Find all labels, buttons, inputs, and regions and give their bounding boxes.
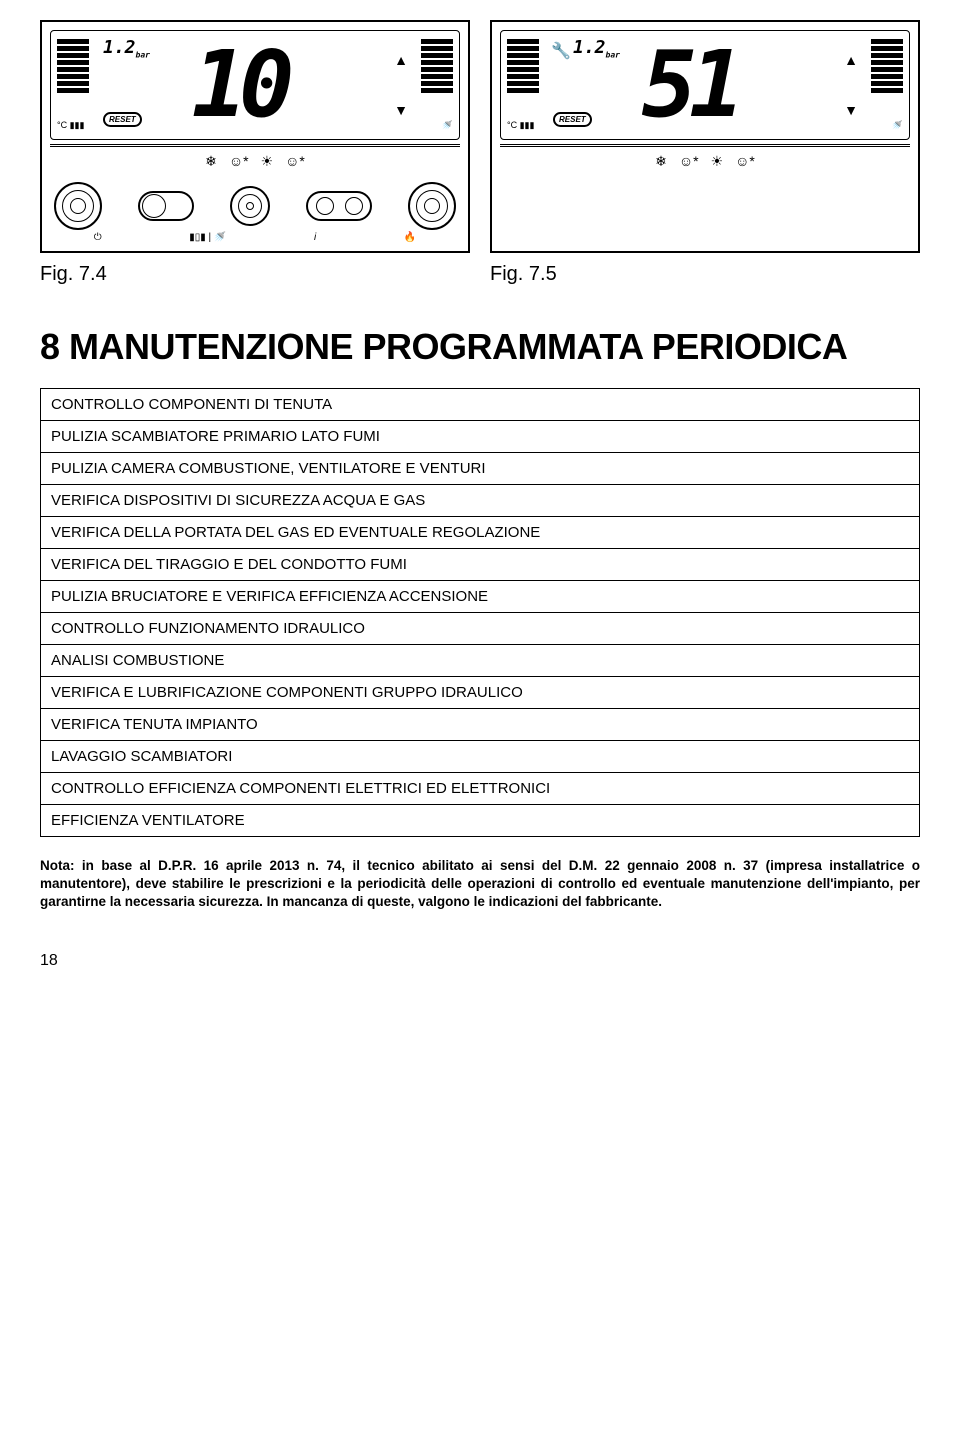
arrow-indicators: ▲▼ bbox=[837, 35, 865, 135]
lcd-panel-right: °C ▮▮▮ 🔧 1.2bar RESET 51 ▲▼ 🚿 bbox=[500, 30, 910, 140]
snowflake-icon: ❄ bbox=[205, 153, 217, 170]
mode-icons-row: ❄ ☺* ☀ ☺* bbox=[50, 149, 460, 174]
flame-icon: 🔥 bbox=[404, 232, 416, 243]
footnote: Nota: in base al D.P.R. 16 aprile 2013 n… bbox=[40, 857, 920, 912]
dhw-bargraph: 🚿 bbox=[869, 35, 905, 135]
arrow-indicators: ▲▼ bbox=[387, 35, 415, 135]
radiator-icon: ▮▯▮ | 🚿 bbox=[189, 232, 226, 243]
control-labels: ⏻ ▮▯▮ | 🚿 i 🔥 bbox=[50, 230, 460, 243]
table-row: CONTROLLO EFFICIENZA COMPONENTI ELETTRIC… bbox=[41, 773, 920, 805]
table-row: EFFICIENZA VENTILATORE bbox=[41, 805, 920, 837]
heating-knob[interactable] bbox=[54, 182, 102, 230]
maintenance-item: VERIFICA DISPOSITIVI DI SICUREZZA ACQUA … bbox=[41, 485, 920, 517]
lcd-center: 1.2bar RESET 10 bbox=[95, 35, 383, 135]
section-title: 8 MANUTENZIONE PROGRAMMATA PERIODICA bbox=[40, 326, 920, 368]
snowflake-icon: ❄ bbox=[655, 153, 667, 170]
maintenance-item: LAVAGGIO SCAMBIATORI bbox=[41, 741, 920, 773]
table-row: VERIFICA DISPOSITIVI DI SICUREZZA ACQUA … bbox=[41, 485, 920, 517]
caption-7-4: Fig. 7.4 bbox=[40, 263, 470, 286]
maintenance-item: PULIZIA CAMERA COMBUSTIONE, VENTILATORE … bbox=[41, 453, 920, 485]
mode-knob[interactable] bbox=[230, 186, 270, 226]
table-row: VERIFICA DELLA PORTATA DEL GAS ED EVENTU… bbox=[41, 517, 920, 549]
heating-bargraph: °C ▮▮▮ bbox=[55, 35, 91, 135]
maintenance-item: ANALISI COMBUSTIONE bbox=[41, 645, 920, 677]
controls-row bbox=[50, 174, 460, 230]
maintenance-item: PULIZIA SCAMBIATORE PRIMARIO LATO FUMI bbox=[41, 421, 920, 453]
table-row: PULIZIA BRUCIATORE E VERIFICA EFFICIENZA… bbox=[41, 581, 920, 613]
table-row: CONTROLLO COMPONENTI DI TENUTA bbox=[41, 389, 920, 421]
reset-badge: RESET bbox=[553, 112, 592, 127]
sun-icon: ☀ bbox=[261, 153, 274, 170]
table-row: ANALISI COMBUSTIONE bbox=[41, 645, 920, 677]
maintenance-item: PULIZIA BRUCIATORE E VERIFICA EFFICIENZA… bbox=[41, 581, 920, 613]
figure-7-4: °C ▮▮▮ 1.2bar RESET 10 ▲▼ 🚿 bbox=[40, 20, 470, 253]
figure-captions: Fig. 7.4 Fig. 7.5 bbox=[40, 263, 920, 286]
table-row: PULIZIA SCAMBIATORE PRIMARIO LATO FUMI bbox=[41, 421, 920, 453]
maintenance-item: VERIFICA DEL TIRAGGIO E DEL CONDOTTO FUM… bbox=[41, 549, 920, 581]
main-reading: 51 bbox=[642, 39, 737, 131]
figure-7-5: °C ▮▮▮ 🔧 1.2bar RESET 51 ▲▼ 🚿 bbox=[490, 20, 920, 253]
lcd-center: 🔧 1.2bar RESET 51 bbox=[545, 35, 833, 135]
table-row: CONTROLLO FUNZIONAMENTO IDRAULICO bbox=[41, 613, 920, 645]
table-row: VERIFICA TENUTA IMPIANTO bbox=[41, 709, 920, 741]
maintenance-item: VERIFICA E LUBRIFICAZIONE COMPONENTI GRU… bbox=[41, 677, 920, 709]
dhw-knob[interactable] bbox=[408, 182, 456, 230]
footnote-text: Nota: in base al D.P.R. 16 aprile 2013 n… bbox=[40, 858, 920, 909]
main-reading: 10 bbox=[192, 39, 287, 131]
pressure-reading: 1.2bar bbox=[103, 37, 150, 60]
power-button[interactable] bbox=[138, 191, 194, 221]
table-row: VERIFICA E LUBRIFICAZIONE COMPONENTI GRU… bbox=[41, 677, 920, 709]
mode-icons-row: ❄ ☺* ☀ ☺* bbox=[500, 149, 910, 174]
maintenance-item: CONTROLLO EFFICIENZA COMPONENTI ELETTRIC… bbox=[41, 773, 920, 805]
sun-icon: ☀ bbox=[711, 153, 724, 170]
maintenance-item: CONTROLLO COMPONENTI DI TENUTA bbox=[41, 389, 920, 421]
heating-bargraph: °C ▮▮▮ bbox=[505, 35, 541, 135]
pressure-reading: 1.2bar bbox=[573, 37, 620, 60]
comfort-icon: ☺* bbox=[229, 153, 249, 170]
wrench-icon: 🔧 bbox=[551, 41, 571, 61]
info-button[interactable] bbox=[306, 191, 372, 221]
caption-7-5: Fig. 7.5 bbox=[490, 263, 920, 286]
reset-badge: RESET bbox=[103, 112, 142, 127]
maintenance-table: CONTROLLO COMPONENTI DI TENUTAPULIZIA SC… bbox=[40, 388, 920, 837]
maintenance-item: VERIFICA TENUTA IMPIANTO bbox=[41, 709, 920, 741]
comfort-icon: ☺* bbox=[679, 153, 699, 170]
table-row: PULIZIA CAMERA COMBUSTIONE, VENTILATORE … bbox=[41, 453, 920, 485]
dhw-bargraph: 🚿 bbox=[419, 35, 455, 135]
figures-row: °C ▮▮▮ 1.2bar RESET 10 ▲▼ 🚿 bbox=[40, 20, 920, 253]
power-icon: ⏻ bbox=[94, 232, 102, 243]
page-number: 18 bbox=[40, 952, 920, 970]
eco-icon: ☺* bbox=[285, 153, 305, 170]
maintenance-item: VERIFICA DELLA PORTATA DEL GAS ED EVENTU… bbox=[41, 517, 920, 549]
maintenance-item: EFFICIENZA VENTILATORE bbox=[41, 805, 920, 837]
lcd-panel-left: °C ▮▮▮ 1.2bar RESET 10 ▲▼ 🚿 bbox=[50, 30, 460, 140]
maintenance-item: CONTROLLO FUNZIONAMENTO IDRAULICO bbox=[41, 613, 920, 645]
table-row: VERIFICA DEL TIRAGGIO E DEL CONDOTTO FUM… bbox=[41, 549, 920, 581]
table-row: LAVAGGIO SCAMBIATORI bbox=[41, 741, 920, 773]
eco-icon: ☺* bbox=[735, 153, 755, 170]
info-icon: i bbox=[314, 232, 316, 243]
